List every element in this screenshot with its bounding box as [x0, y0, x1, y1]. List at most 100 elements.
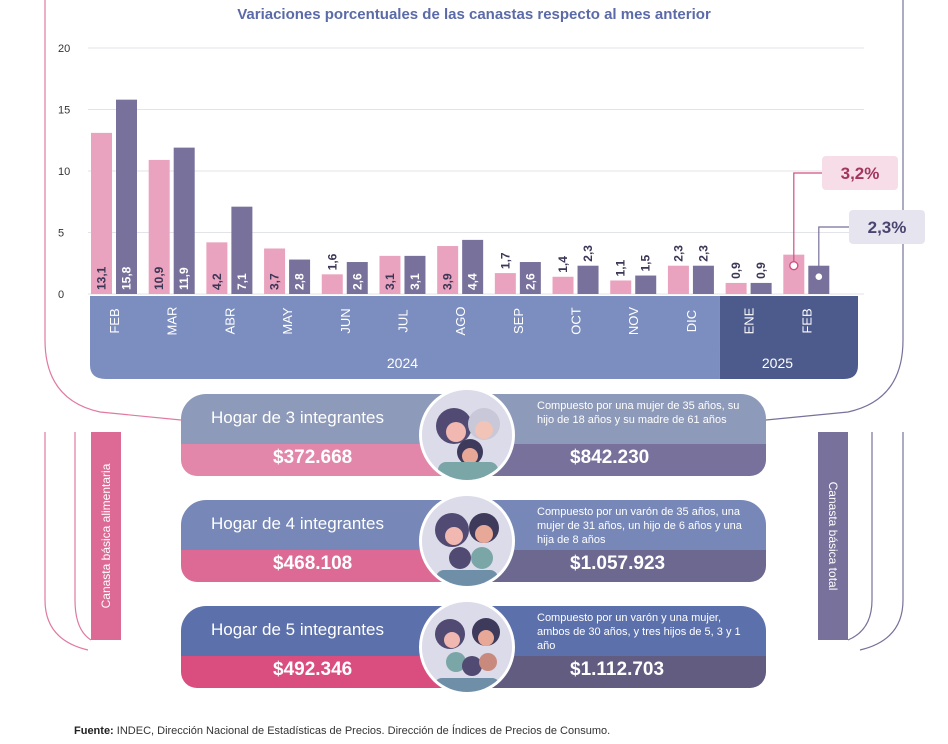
bar-cba [552, 276, 574, 294]
data-label: 10,9 [152, 266, 166, 290]
y-tick-label: 5 [58, 228, 64, 240]
bar-cbt [750, 282, 772, 294]
cbt-amount: $842.230 [570, 447, 650, 468]
category-label: JUL [395, 309, 410, 332]
hogar-card-4: Hogar de 4 integrantes Compuesto por un … [181, 493, 766, 589]
family-3-illustration-icon [419, 387, 515, 483]
bar-cba [610, 280, 632, 294]
category-label: FEB [799, 308, 814, 333]
hogar-name: Hogar de 5 integrantes [211, 620, 384, 639]
category-label: OCT [569, 307, 584, 335]
bar-cbt [635, 275, 657, 294]
chart-title: Variaciones porcentuales de las canastas… [237, 6, 711, 23]
hogar-card-5: Hogar de 5 integrantes Compuesto por un … [181, 599, 766, 695]
sidebar-right-label: Canasta básica total [826, 481, 840, 591]
data-label: 15,8 [120, 266, 134, 290]
sidebar-canasta-alimentaria: Canasta básica alimentaria [91, 432, 121, 640]
data-label: 1,1 [614, 259, 628, 276]
hogar-description: Compuesto por un varón y una mujer, ambo… [537, 612, 741, 652]
year-label: 2024 [387, 355, 418, 371]
category-label: DIC [684, 310, 699, 332]
year-band-2024 [90, 346, 720, 379]
hogar-description: Compuesto por una mujer de 35 años, su h… [537, 400, 740, 426]
cbt-amount: $1.112.703 [570, 659, 665, 680]
data-label: 3,9 [441, 273, 455, 290]
category-label: NOV [626, 307, 641, 336]
hogar-name: Hogar de 3 integrantes [211, 408, 384, 427]
data-label: 3,7 [268, 273, 282, 290]
cba-amount: $468.108 [273, 553, 353, 574]
data-label: 2,6 [350, 273, 364, 290]
category-label: MAR [165, 307, 180, 336]
bar-cba [667, 265, 689, 294]
bar-cbt [462, 239, 484, 294]
data-label: 2,6 [523, 273, 537, 290]
cba-amount: $492.346 [273, 659, 353, 680]
hogar-description: Compuesto por un varón de 35 años, una m… [537, 506, 742, 546]
y-tick-label: 15 [58, 105, 70, 117]
callout-dot [814, 272, 824, 282]
category-label: ENE [742, 307, 757, 334]
bar-cba [321, 274, 343, 294]
bar-cbt [346, 262, 368, 294]
x-axis-band-2024 [90, 296, 720, 346]
family-4-illustration-icon [419, 493, 515, 589]
data-label: 2,3 [696, 245, 710, 262]
y-tick-label: 10 [58, 166, 70, 178]
bar-cbt [173, 147, 195, 294]
hogar-name: Hogar de 4 integrantes [211, 514, 384, 533]
bar-cbt [116, 99, 137, 294]
callout-leader [818, 226, 849, 277]
bar-cba [379, 255, 401, 294]
x-axis-band-2025 [719, 296, 858, 346]
callout-value: 2,3% [868, 218, 907, 237]
category-label: FEB [107, 308, 122, 333]
y-tick-label: 20 [58, 43, 70, 55]
y-tick-label: 0 [58, 289, 64, 301]
data-label: 4,4 [466, 273, 480, 290]
data-label: 7,1 [235, 273, 249, 290]
callout-dot [789, 260, 799, 271]
data-label: 13,1 [95, 266, 109, 290]
data-label: 2,8 [293, 273, 307, 290]
bar-cba [264, 248, 286, 294]
category-label: ABR [222, 308, 237, 335]
source-text: INDEC, Dirección Nacional de Estadística… [116, 725, 611, 737]
cba-amount-box: $372.668 [181, 444, 474, 476]
data-label: 2,3 [671, 245, 685, 262]
callout-value: 3,2% [841, 164, 880, 183]
data-label: 1,4 [556, 256, 570, 273]
bar-cba [91, 132, 112, 294]
data-label: 1,5 [639, 255, 653, 272]
cbt-amount: $1.057.923 [570, 553, 666, 574]
data-label: 2,3 [581, 245, 595, 262]
hogar-card-3: Hogar de 3 integrantes Compuesto por una… [181, 387, 766, 483]
bar-cbt [231, 206, 253, 294]
callout-box [822, 156, 898, 190]
data-label: 3,1 [383, 273, 397, 290]
year-band-2025 [719, 346, 858, 379]
data-label: 3,1 [408, 273, 422, 290]
family-5-illustration-icon [419, 599, 515, 695]
bar-cba [494, 273, 516, 294]
cbt-amount-box: $1.112.703 [474, 656, 766, 688]
bar-cba [437, 246, 459, 294]
bar-chart: 0 5 10 15 20 13,1 10,9 4,2 3,7 1,6 3,1 3,9 1,7 1,4 1,1… [58, 43, 925, 379]
category-label: JUN [338, 308, 353, 333]
cbt-amount-box: $842.230 [474, 444, 766, 476]
bar-cba [783, 254, 805, 294]
bar-cbt [519, 262, 541, 294]
bar-cbt [577, 265, 599, 294]
data-label: 4,2 [210, 273, 224, 290]
data-label: 1,7 [498, 252, 512, 269]
sidebar-canasta-total: Canasta básica total [818, 432, 848, 640]
data-label: 0,9 [754, 262, 768, 279]
source-label: Fuente: [74, 725, 114, 737]
bar-cbt [289, 259, 311, 294]
bar-cbt [692, 265, 714, 294]
data-label: 0,9 [729, 262, 743, 279]
cbt-amount-box: $1.057.923 [474, 550, 766, 582]
bar-cbt [404, 255, 426, 294]
callout-box [849, 210, 925, 244]
data-label: 1,6 [325, 253, 339, 270]
